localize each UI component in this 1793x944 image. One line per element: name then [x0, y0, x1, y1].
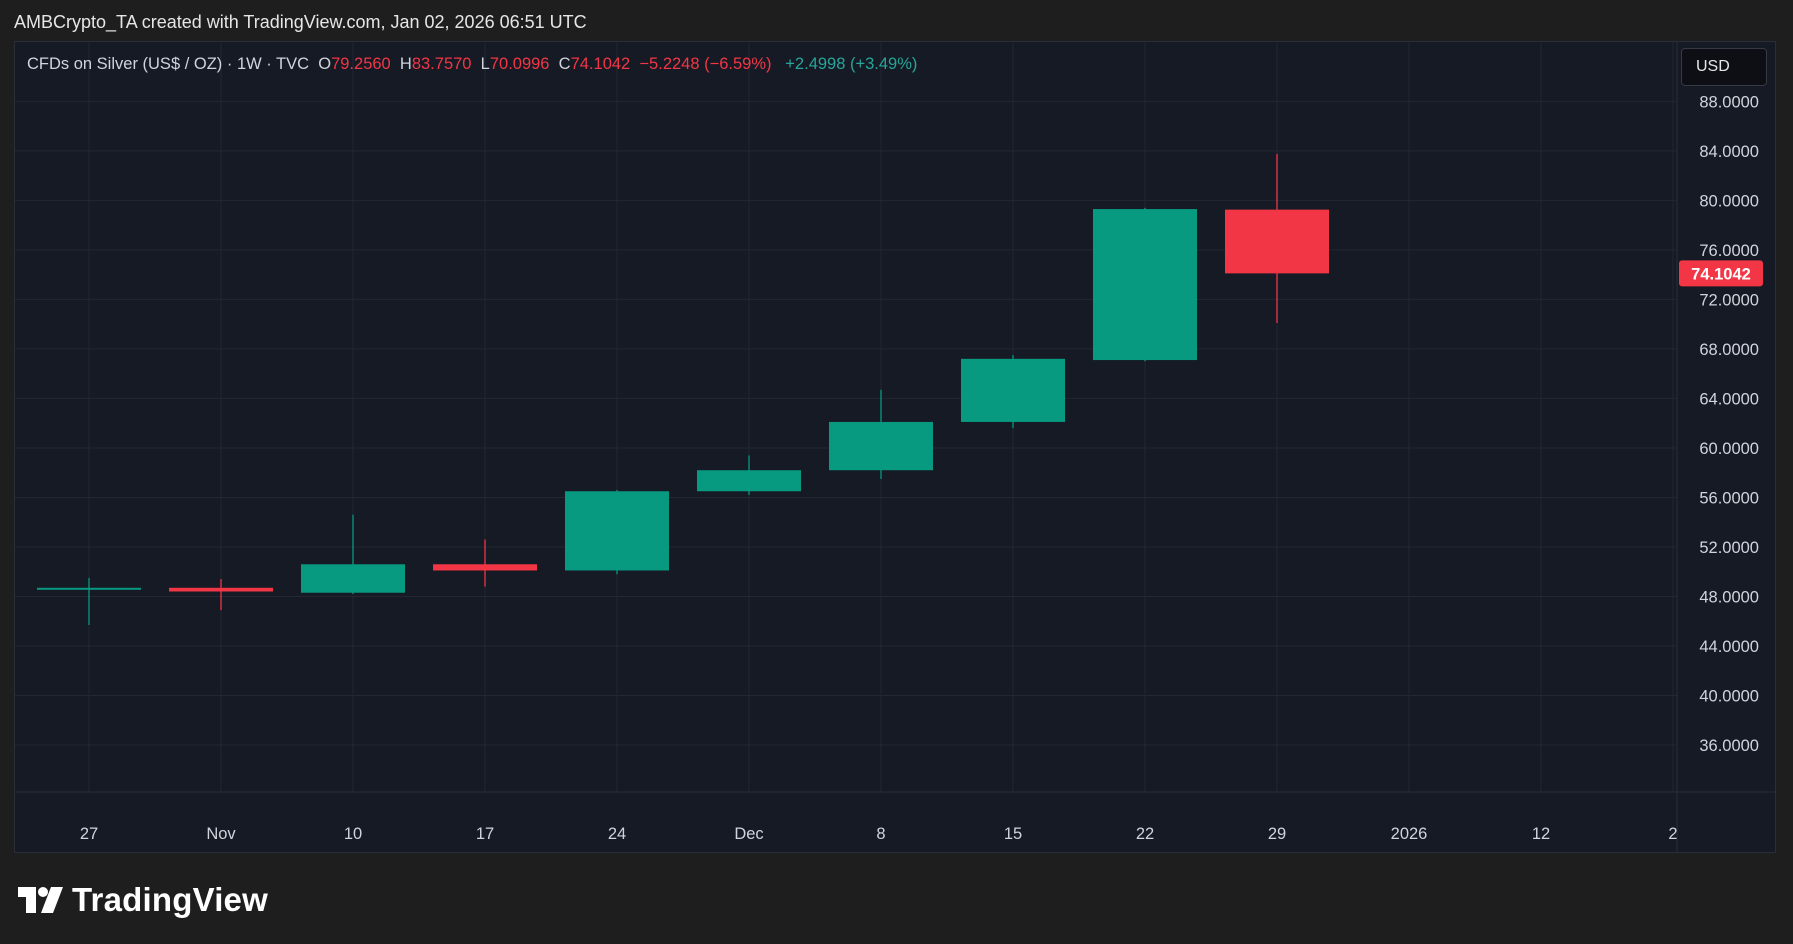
tradingview-logo-icon: [18, 887, 63, 913]
extra-change-value: +2.4998 (+3.49%): [785, 55, 918, 73]
x-tick-label: Dec: [734, 825, 763, 843]
brand-name: TradingView: [72, 881, 268, 918]
candle-body: [961, 358, 1065, 422]
y-tick-label: 80.0000: [1699, 192, 1759, 210]
last-price-badge: [1679, 260, 1763, 287]
chart-creator-caption: AMBCrypto_TA created with TradingView.co…: [14, 12, 587, 32]
x-tick-label: 12: [1532, 825, 1550, 843]
candle-body: [565, 491, 669, 571]
y-tick-label: 84.0000: [1699, 143, 1759, 161]
open-label: O: [318, 55, 332, 73]
y-tick-label: 72.0000: [1699, 291, 1759, 309]
symbol-label[interactable]: CFDs on Silver (US$ / OZ) · 1W · TVC: [27, 55, 310, 73]
candle-body: [37, 587, 141, 590]
y-tick-label: 40.0000: [1699, 687, 1759, 705]
x-tick-label: 2: [1668, 825, 1677, 843]
x-tick-label: 29: [1268, 825, 1286, 843]
y-tick-label: 64.0000: [1699, 390, 1759, 408]
open-value: 79.2560: [331, 55, 391, 73]
x-tick-label: 8: [876, 825, 885, 843]
x-tick-label: 15: [1004, 825, 1022, 843]
currency-button[interactable]: USD: [1681, 48, 1767, 86]
last-price-label: 74.1042: [1691, 265, 1751, 283]
x-tick-label: 27: [80, 825, 98, 843]
close-label: C: [558, 55, 571, 73]
ohlc-legend: CFDs on Silver (US$ / OZ) · 1W · TVC O79…: [27, 55, 917, 74]
high-value: 83.7570: [411, 55, 472, 73]
y-tick-label: 36.0000: [1699, 737, 1759, 755]
candlestick-chart[interactable]: 36.0000 40.0000 44.0000 48.0000 52.0000 56.00…: [15, 42, 1776, 853]
y-tick-label: 48.0000: [1699, 588, 1759, 606]
candle-body: [169, 587, 273, 592]
change-value: −5.2248 (−6.59%): [639, 55, 772, 73]
candle-body: [1225, 209, 1329, 274]
x-tick-label: 17: [476, 825, 494, 843]
y-tick-label: 60.0000: [1699, 440, 1759, 458]
y-tick-label: 56.0000: [1699, 489, 1759, 507]
close-value: 74.1042: [570, 55, 631, 73]
x-tick-label: 10: [344, 825, 362, 843]
high-label: H: [399, 55, 412, 73]
y-tick-label: 52.0000: [1699, 539, 1759, 557]
y-tick-label: 76.0000: [1699, 242, 1759, 260]
candle-body: [301, 564, 405, 593]
candle-body: [433, 564, 537, 571]
x-tick-label: 24: [608, 825, 626, 843]
x-tick-label: 2026: [1391, 825, 1428, 843]
x-tick-label: Nov: [206, 825, 236, 843]
tradingview-brand[interactable]: TradingView: [18, 878, 268, 922]
candle-body: [829, 421, 933, 471]
low-value: 70.0996: [489, 55, 550, 73]
chart-panel: 36.0000 40.0000 44.0000 48.0000 52.0000 56.00…: [14, 41, 1776, 853]
candle-body: [1093, 209, 1197, 361]
x-tick-label: 22: [1136, 825, 1154, 843]
y-tick-label: 44.0000: [1699, 638, 1759, 656]
candle-body: [697, 470, 801, 492]
y-tick-label: 88.0000: [1699, 93, 1759, 111]
y-tick-label: 68.0000: [1699, 341, 1759, 359]
low-label: L: [480, 55, 490, 73]
